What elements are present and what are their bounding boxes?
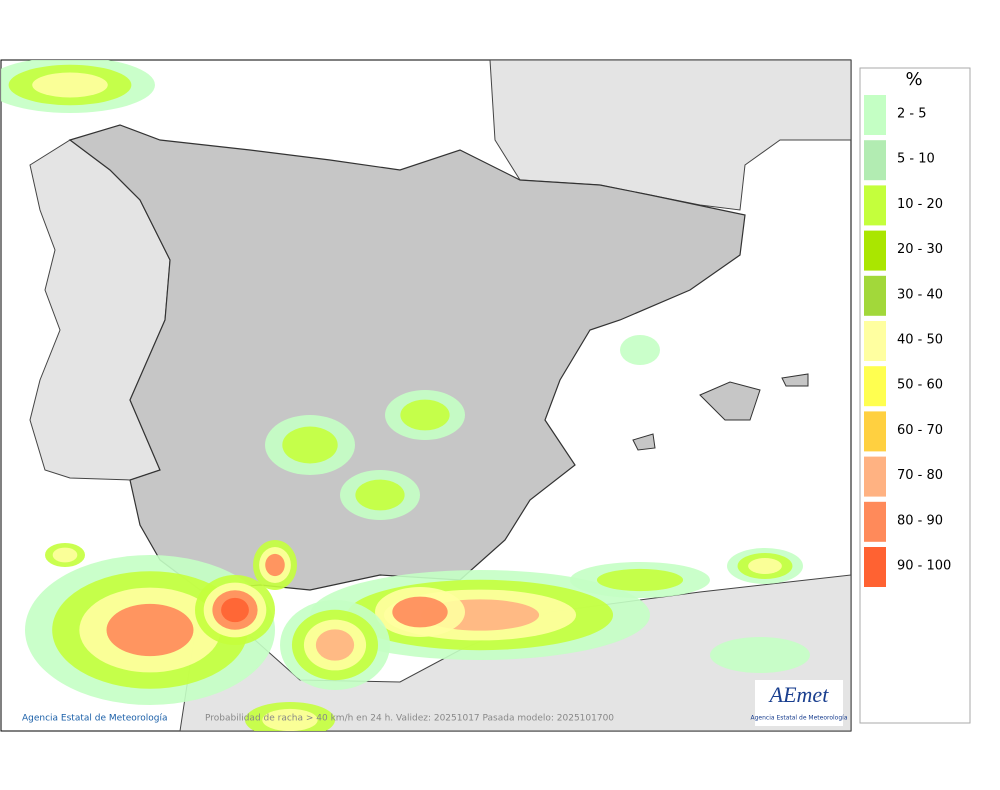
legend-swatch: [864, 321, 886, 361]
probability-area: [106, 603, 194, 657]
legend-swatch: [864, 275, 886, 316]
menorca: [781, 373, 809, 387]
probability-area: [32, 72, 108, 98]
probability-area: [355, 479, 405, 511]
probability-area: [392, 596, 448, 628]
probability-area: [596, 568, 684, 592]
logo: AEmet: [768, 682, 830, 707]
legend-label: 30 - 40: [897, 287, 943, 302]
legend-label: 2 - 5: [897, 107, 927, 122]
logo-subtitle: Agencia Estatal de Meteorología: [751, 715, 848, 722]
probability-area: [710, 637, 810, 673]
france: [489, 60, 851, 211]
legend-swatch: [864, 366, 886, 407]
probability-area: [620, 335, 660, 365]
legend-swatch: [864, 501, 886, 542]
legend-swatch: [864, 185, 886, 226]
probability-area: [221, 597, 249, 623]
probability-area: [315, 629, 355, 661]
legend-title: %: [905, 69, 922, 90]
legend-label: 10 - 20: [897, 197, 943, 212]
legend-swatch: [864, 140, 886, 181]
probability-area: [265, 553, 285, 577]
mallorca: [699, 381, 761, 421]
agency-credit: Agencia Estatal de Meteorología: [22, 714, 168, 724]
legend-swatch: [864, 411, 886, 452]
map-caption: Probabilidad de racha > 40 km/h en 24 h.…: [205, 714, 614, 724]
map: [1, 60, 851, 731]
legend-swatch: [864, 95, 886, 135]
legend-label: 40 - 50: [897, 333, 943, 348]
legend-label: 50 - 60: [897, 378, 943, 393]
spain: [68, 124, 746, 591]
probability-area: [262, 708, 318, 731]
probability-area: [52, 547, 78, 563]
ibiza: [632, 433, 656, 451]
legend-swatch: [864, 230, 886, 271]
legend-label: 70 - 80: [897, 468, 943, 483]
legend-label: 60 - 70: [897, 423, 943, 438]
legend-label: 80 - 90: [897, 513, 943, 528]
legend-swatch: [864, 456, 886, 497]
probability-areas: [1, 60, 810, 731]
probability-area: [748, 558, 782, 574]
probability-area: [282, 426, 338, 464]
logo-box: [755, 680, 843, 726]
legend-label: 5 - 10: [897, 152, 935, 167]
probability-area: [400, 399, 450, 431]
legend-label: 20 - 30: [897, 242, 943, 257]
legend-swatch: [864, 547, 886, 587]
legend-label: 90 - 100: [897, 559, 951, 574]
